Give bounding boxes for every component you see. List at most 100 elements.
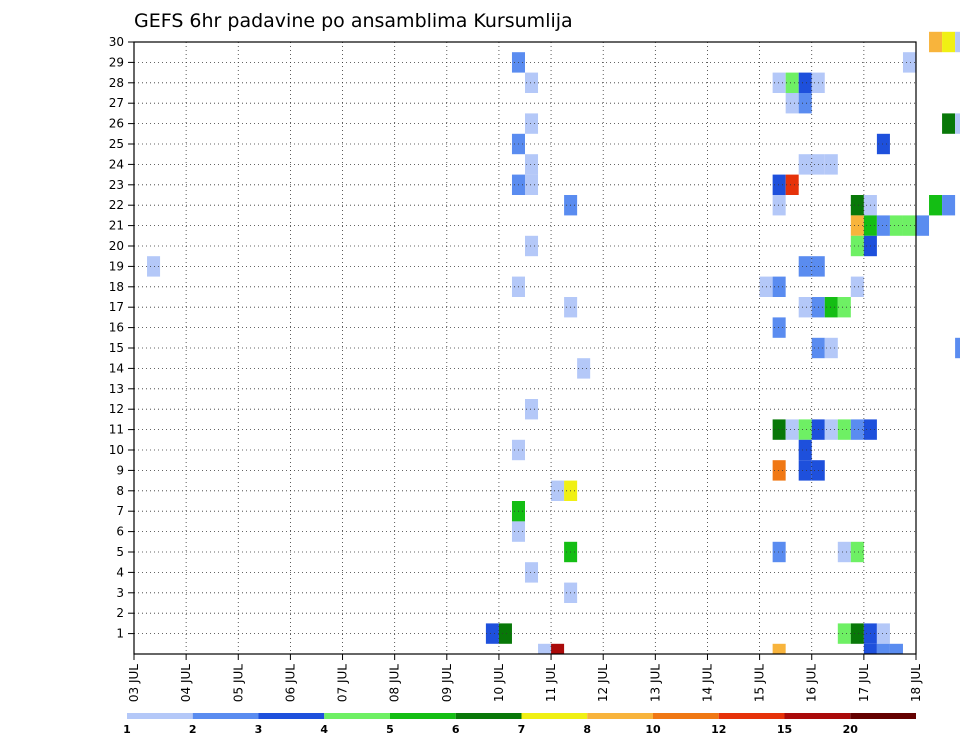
heatmap-cell [955, 337, 960, 359]
y-tick-label: 29 [109, 55, 124, 69]
legend-label: 15 [777, 723, 792, 736]
x-tick-label: 15 JUL [753, 664, 767, 702]
color-legend: 1 2 3 4 5 6 7 8 10 12 15 20 [123, 713, 916, 736]
heatmap-cell [837, 297, 851, 318]
y-tick-label: 11 [109, 423, 124, 437]
heatmap-cell [850, 195, 864, 216]
heatmap-cell [824, 154, 838, 175]
legend-swatch [324, 713, 390, 719]
heatmap-cell [525, 154, 539, 175]
y-tick-label: 6 [116, 525, 124, 539]
heatmap-cell [525, 399, 539, 420]
heatmap-cell [785, 174, 799, 195]
legend-label: 1 [123, 723, 131, 736]
heatmap-cell [798, 72, 812, 93]
heatmap-cell [525, 235, 539, 257]
heatmap-cell [889, 215, 903, 236]
legend-label: 3 [255, 723, 263, 736]
legend-label: 12 [711, 723, 726, 736]
y-tick-label: 19 [109, 259, 124, 273]
heatmap-cell [772, 541, 786, 563]
heatmap-cell [551, 480, 565, 501]
x-tick-label: 14 JUL [700, 664, 714, 702]
heatmap-cell [942, 31, 956, 53]
heatmap-cell [798, 439, 812, 461]
heatmap-cell [525, 113, 539, 134]
heatmap-cell [850, 541, 864, 563]
heatmap-cell [785, 93, 799, 114]
legend-label: 6 [452, 723, 460, 736]
y-tick-label: 10 [109, 443, 124, 457]
y-tick-label: 14 [109, 361, 124, 375]
x-tick-label: 06 JUL [283, 664, 297, 702]
heatmap-cell [955, 31, 960, 53]
legend-label: 2 [189, 723, 197, 736]
legend-label: 7 [518, 723, 526, 736]
heatmap-cell [824, 297, 838, 318]
heatmap-cell [876, 133, 890, 155]
heatmap-cell [525, 562, 539, 583]
y-tick-label: 27 [109, 96, 124, 110]
y-axis-ticks: 1234567891011121314151617181920212223242… [109, 35, 134, 641]
heatmap-cell [942, 195, 956, 216]
heatmap-cell [772, 460, 786, 481]
heatmap-cell [955, 113, 960, 134]
heatmap-cell [850, 419, 864, 440]
heatmap-cell [889, 643, 903, 654]
legend-swatch [850, 713, 916, 719]
heatmap-cell [772, 72, 786, 93]
y-tick-label: 15 [109, 341, 124, 355]
heatmap-cell [798, 256, 812, 277]
legend-label: 5 [386, 723, 394, 736]
legend-swatch [192, 713, 259, 719]
heatmap-cell [772, 195, 786, 216]
heatmap-cells [147, 31, 960, 654]
heatmap-cell [798, 419, 812, 440]
heatmap-cell [772, 174, 786, 195]
heatmap-cell [798, 93, 812, 114]
y-tick-label: 20 [109, 239, 124, 253]
legend-swatch [390, 713, 456, 719]
heatmap-cell [929, 31, 943, 53]
x-tick-label: 10 JUL [492, 664, 506, 702]
legend-swatch [587, 713, 653, 719]
x-tick-label: 13 JUL [648, 664, 662, 702]
x-tick-label: 17 JUL [857, 664, 871, 702]
y-tick-label: 7 [116, 504, 124, 518]
heatmap-cell [837, 419, 851, 440]
heatmap-cell [798, 460, 812, 481]
y-tick-label: 17 [109, 300, 124, 314]
x-tick-label: 11 JUL [544, 664, 558, 702]
legend-swatch [258, 713, 325, 719]
heatmap-cell [929, 195, 943, 216]
heatmap-cell [863, 643, 877, 654]
y-tick-label: 24 [109, 157, 124, 171]
heatmap-cell [850, 235, 864, 257]
x-tick-label: 03 JUL [127, 664, 141, 702]
y-tick-label: 16 [109, 321, 124, 335]
heatmap-cell [785, 419, 799, 440]
heatmap-cell [824, 337, 838, 359]
heatmap-cell [772, 317, 786, 338]
heatmap-cell [525, 72, 539, 93]
heatmap-cell [772, 419, 786, 440]
x-tick-label: 16 JUL [805, 664, 819, 702]
chart-title: GEFS 6hr padavine po ansamblima Kursumli… [134, 10, 573, 32]
y-tick-label: 26 [109, 117, 124, 131]
heatmap-cell [876, 643, 890, 654]
legend-swatch [784, 713, 851, 719]
x-tick-label: 05 JUL [231, 664, 245, 702]
legend-swatch [718, 713, 785, 719]
legend-label: 4 [320, 723, 328, 736]
y-tick-label: 25 [109, 137, 124, 151]
x-tick-label: 07 JUL [336, 664, 350, 702]
heatmap-cell [498, 623, 512, 644]
legend-label: 10 [645, 723, 661, 736]
heatmap-cell [850, 215, 864, 236]
legend-label: 8 [583, 723, 591, 736]
heatmap-cell [837, 541, 851, 563]
heatmap-cell [551, 643, 565, 654]
y-tick-label: 28 [109, 76, 124, 90]
heatmap-cell [772, 276, 786, 297]
